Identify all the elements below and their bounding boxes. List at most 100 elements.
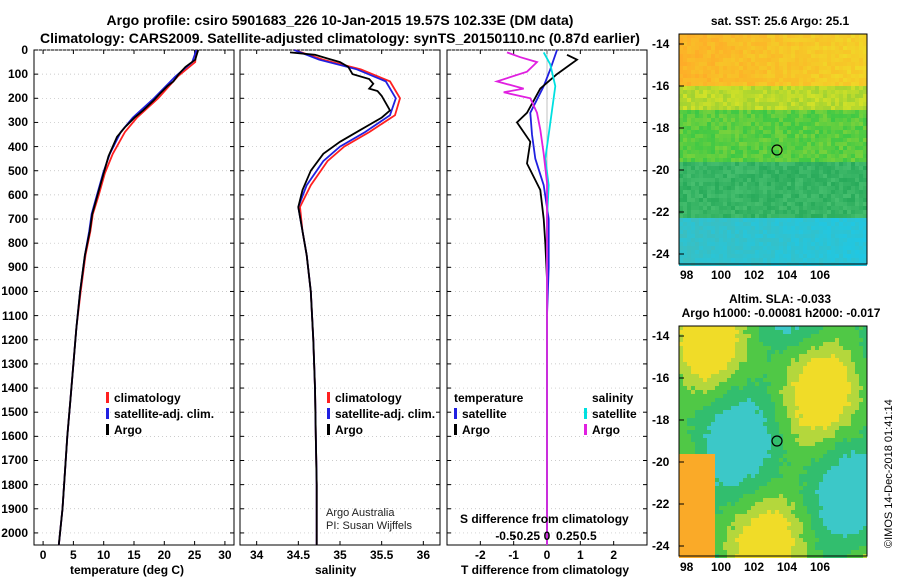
map-cell (815, 218, 819, 222)
map-cell (831, 250, 835, 254)
map-cell (763, 166, 767, 170)
map-cell (811, 406, 815, 410)
map-cell (831, 230, 835, 234)
map-cell (815, 90, 819, 94)
map-cell (839, 94, 843, 98)
map-cell (811, 254, 815, 258)
map-cell (859, 94, 863, 98)
map-cell (695, 474, 699, 478)
map-cell (815, 154, 819, 158)
map-cell (815, 258, 819, 262)
map-cell (815, 114, 819, 118)
map-cell (719, 234, 723, 238)
map-cell (827, 386, 831, 390)
map-cell (679, 194, 683, 198)
map-cell (819, 438, 823, 442)
map-cell (815, 418, 819, 422)
map-cell (851, 414, 855, 418)
map-cell (743, 154, 747, 158)
map-cell (679, 470, 683, 474)
map-cell (795, 242, 799, 246)
map-cell (831, 338, 835, 342)
map-cell (715, 98, 719, 102)
map-cell (771, 466, 775, 470)
map-cell (855, 334, 859, 338)
map-cell (719, 382, 723, 386)
map-cell (863, 218, 867, 222)
map-cell (711, 330, 715, 334)
map-cell (815, 42, 819, 46)
map-cell (831, 190, 835, 194)
map-cell (823, 158, 827, 162)
map-cell (707, 230, 711, 234)
map-cell (735, 334, 739, 338)
map-cell (799, 122, 803, 126)
map-cell (823, 354, 827, 358)
map-cell (807, 338, 811, 342)
map-cell (819, 418, 823, 422)
map-cell (751, 110, 755, 114)
map-cell (711, 90, 715, 94)
map-cell (815, 442, 819, 446)
map-cell (831, 478, 835, 482)
map-cell (819, 406, 823, 410)
map-cell (823, 106, 827, 110)
map-cell (719, 110, 723, 114)
map-cell (851, 118, 855, 122)
map-cell (755, 358, 759, 362)
map-cell (683, 150, 687, 154)
map-cell (831, 154, 835, 158)
map-cell (771, 362, 775, 366)
map-cell (719, 178, 723, 182)
map-cell (747, 438, 751, 442)
map-cell (727, 258, 731, 262)
depth-tick-label: 1200 (1, 332, 28, 347)
map-cell (699, 50, 703, 54)
map-cell (839, 174, 843, 178)
map-cell (715, 254, 719, 258)
map-cell (847, 258, 851, 262)
map-cell (787, 470, 791, 474)
map-cell (739, 366, 743, 370)
map-cell (847, 42, 851, 46)
map-cell (755, 462, 759, 466)
map-cell (743, 222, 747, 226)
map-cell (731, 478, 735, 482)
map-cell (859, 150, 863, 154)
map-cell (803, 206, 807, 210)
map-cell (735, 226, 739, 230)
map-cell (751, 82, 755, 86)
map-cell (707, 342, 711, 346)
map-cell (827, 346, 831, 350)
map-cell (735, 154, 739, 158)
map-cell (739, 94, 743, 98)
map-cell (707, 102, 711, 106)
map-cell (699, 34, 703, 38)
map-cell (791, 198, 795, 202)
map-cell (767, 374, 771, 378)
map-cell (783, 138, 787, 142)
map-cell (715, 358, 719, 362)
map-cell (811, 42, 815, 46)
series-t-argo (515, 53, 579, 545)
map-cell (679, 74, 683, 78)
map-cell (679, 482, 683, 486)
map-cell (807, 422, 811, 426)
map-cell (783, 342, 787, 346)
map-cell (795, 414, 799, 418)
map-cell (819, 466, 823, 470)
map-cell (731, 86, 735, 90)
map-cell (691, 218, 695, 222)
map-cell (819, 118, 823, 122)
map-cell (723, 330, 727, 334)
map-cell (835, 250, 839, 254)
map-cell (771, 350, 775, 354)
map-cell (859, 438, 863, 442)
map-cell (783, 246, 787, 250)
map-cell (779, 258, 783, 262)
map-cell (739, 110, 743, 114)
map-cell (839, 454, 843, 458)
map-cell (799, 394, 803, 398)
map-cell (791, 86, 795, 90)
map-cell (767, 414, 771, 418)
